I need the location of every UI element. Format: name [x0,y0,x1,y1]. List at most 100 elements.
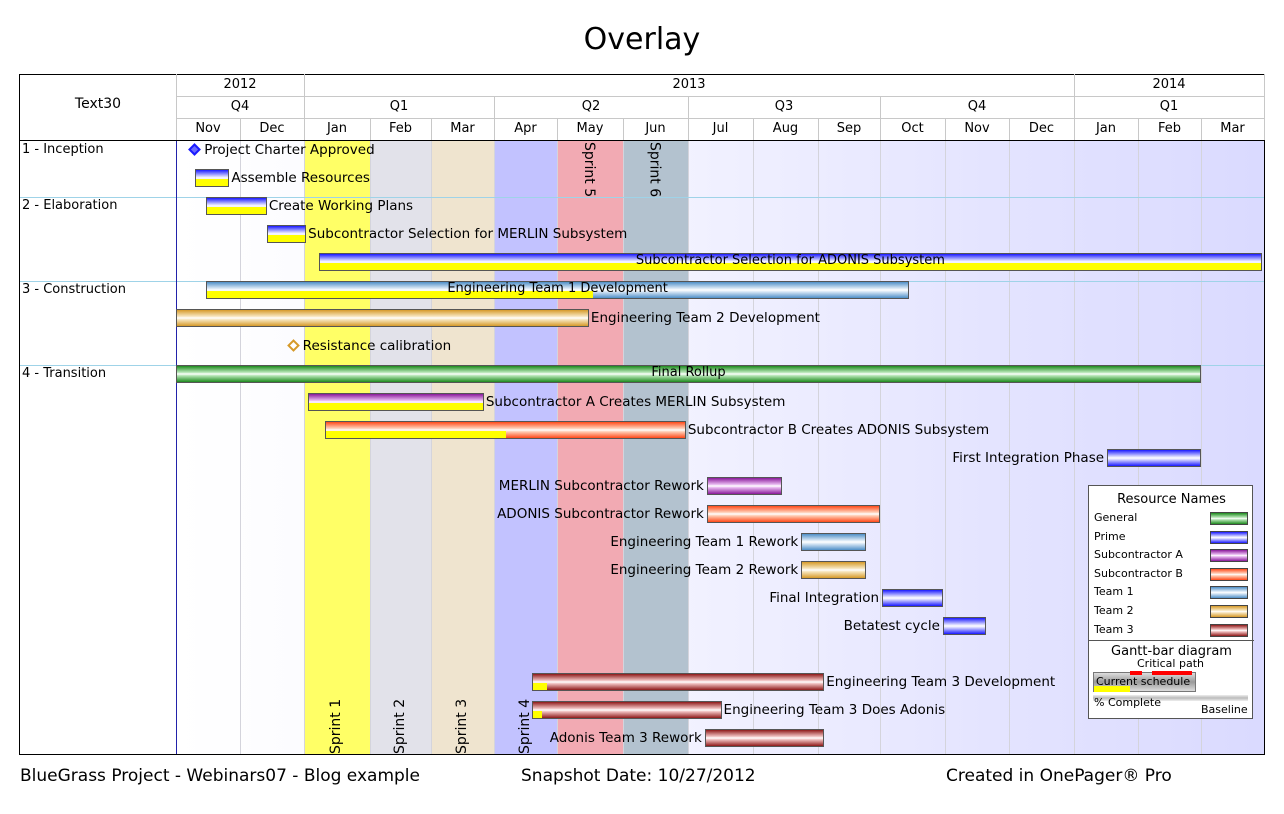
header-bottom-line [20,140,1264,141]
legend-swatch [1210,586,1248,600]
quarter-divider [304,96,305,118]
month-gridline [688,140,689,754]
year-divider [1264,74,1265,96]
task-bar[interactable] [176,365,1201,383]
task-label: Subcontractor A Creates MERLIN Subsystem [485,394,786,410]
month-header-cell: Oct [901,121,924,136]
legend-item-label: Team 3 [1094,622,1134,636]
percent-complete-fill [309,403,483,410]
month-header-cell: Mar [1220,121,1245,136]
chart-frame [19,74,1265,755]
legend-current-schedule-bar [1093,671,1196,692]
sprint-band [557,140,623,754]
task-label: Final Integration [769,590,880,606]
legend-item-label: Team 1 [1094,585,1134,599]
month-header-cell: Nov [195,121,221,136]
quarter-header-cell: Q4 [230,99,250,114]
footer-created-in: Created in OnePager® Pro [946,766,1172,786]
task-label: Subcontractor Selection for MERLIN Subsy… [308,226,628,242]
task-bar[interactable] [882,589,943,607]
quarter-divider [494,96,495,118]
legend-gantt-title: Gantt-bar diagram [1111,644,1232,659]
legend-swatch [1210,605,1248,618]
year-header-cell: 2014 [1152,77,1186,92]
month-header-cell: Jan [326,121,348,136]
percent-complete-fill [319,263,1261,270]
task-label: Engineering Team 3 Development [826,674,1056,690]
task-label: Engineering Team 2 Development [590,310,820,326]
task-label: Engineering Team 2 Rework [610,562,799,578]
group-label: 1 - Inception [22,142,104,157]
task-label: MERLIN Subcontractor Rework [498,478,704,494]
legend-baseline-label: Baseline [1201,703,1248,716]
year-divider [1074,74,1075,96]
sprint-band [494,140,557,754]
month-divider [370,118,371,140]
task-bar[interactable] [1107,449,1201,467]
page-title: Overlay [583,22,701,57]
month-gridline [623,140,624,754]
legend-swatch [1210,549,1248,563]
month-divider [880,118,881,140]
task-bar[interactable] [942,617,986,635]
month-divider [753,118,754,140]
legend-divider [1089,640,1254,641]
percent-complete-fill [532,683,548,690]
percent-complete-fill [532,711,543,718]
task-bar[interactable] [706,505,880,523]
group-separator [20,197,1264,198]
month-header-cell: Aug [772,121,799,136]
label-column-title: Text30 [74,96,122,112]
task-label: Resistance calibration [302,338,452,354]
legend-complete-fill [1094,686,1130,692]
month-header-cell: Jul [712,121,729,136]
header-row-line [176,96,1264,97]
month-divider [1009,118,1010,140]
quarter-header-cell: Q4 [967,99,987,114]
month-header-cell: Jan [1095,121,1117,136]
footer-snapshot-date: Snapshot Date: 10/27/2012 [521,766,756,786]
month-gridline [1074,140,1075,754]
task-label: Engineering Team 1 Rework [610,534,799,550]
month-header-cell: Feb [1157,121,1182,136]
month-divider [431,118,432,140]
month-header-cell: Feb [388,121,413,136]
month-gridline [1201,140,1202,754]
quarter-divider [1074,96,1075,118]
task-bar[interactable] [531,701,722,719]
sprint-band [623,140,688,754]
quarter-divider [1264,96,1265,118]
year-header-cell: 2012 [223,77,257,92]
percent-complete-fill [267,235,306,242]
sprint-label: Sprint 5 [581,142,597,198]
legend-critical-path-label: Critical path [1137,657,1204,670]
legend-item-label: Team 2 [1094,604,1134,617]
legend-item-label: Subcontractor B [1094,566,1183,580]
quarter-header-cell: Q2 [581,99,601,114]
sprint-label: Sprint 2 [391,698,408,754]
month-gridline [370,140,371,754]
month-divider [1074,118,1075,140]
task-label: First Integration Phase [952,450,1105,466]
task-bar[interactable] [176,309,589,327]
task-label: Betatest cycle [843,618,940,634]
sprint-label: Sprint 6 [646,142,663,198]
group-label: 3 - Construction [22,282,126,297]
task-label: Final Rollup [651,365,726,380]
legend-swatch [1210,567,1248,581]
task-bar[interactable] [801,533,866,551]
task-bar[interactable] [704,729,825,747]
year-header-cell: 2013 [672,77,706,92]
task-label: Subcontractor B Creates ADONIS Subsystem [687,422,990,438]
task-bar[interactable] [801,561,866,579]
task-label: ADONIS Subcontractor Rework [497,506,704,522]
month-divider [688,118,689,140]
task-bar[interactable] [706,477,783,495]
header-row-line [176,118,1264,119]
month-header-cell: Dec [259,121,285,136]
month-divider [1138,118,1139,140]
legend-critical-mark [1130,671,1142,675]
month-gridline [240,140,241,754]
quarter-divider [880,96,881,118]
task-bar[interactable] [531,673,825,691]
